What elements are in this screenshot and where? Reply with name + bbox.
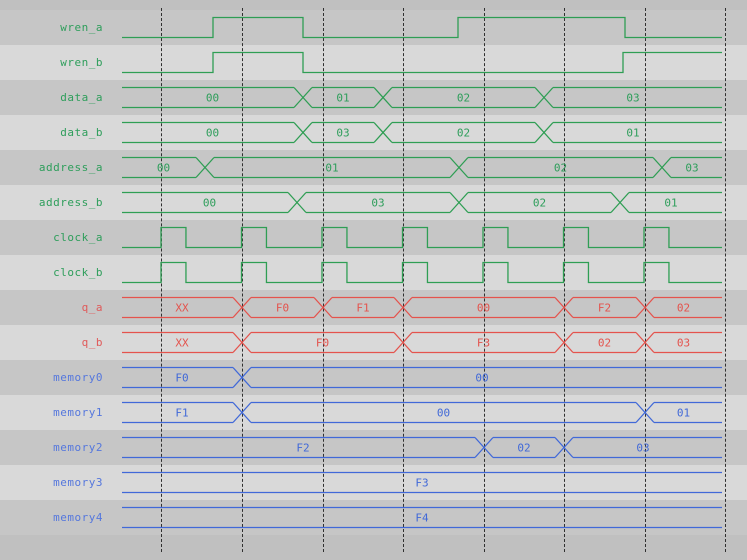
time-gridline-0 [161,8,162,552]
bus-value-data_b-3: 01 [626,126,640,139]
signal-label-address_b: address_b [38,195,103,209]
bus-value-memory1-1: 00 [436,406,451,419]
bus-value-address_a-3: 03 [685,161,699,174]
signal-row-memory2[interactable] [0,430,747,465]
signal-row-memory4[interactable] [0,500,747,535]
signal-label-wren_a: wren_a [60,20,103,34]
time-gridline-5 [564,8,565,552]
bus-value-q_b-4: 03 [676,336,691,349]
bus-value-data_b-2: 02 [456,126,471,139]
bus-value-memory1-0: F1 [175,406,189,419]
bus-value-memory2-0: F2 [296,441,310,454]
signal-row-wren_a[interactable] [0,10,747,45]
bus-value-memory3-0: F3 [415,476,429,489]
bus-value-address_b-3: 01 [664,196,678,209]
bus-value-data_a-2: 02 [456,91,471,104]
time-gridline-6 [645,8,646,552]
bus-value-q_b-1: F0 [315,336,330,349]
signal-label-q_b: q_b [81,335,103,349]
signal-row-memory3[interactable] [0,465,747,500]
bus-value-address_b-0: 00 [202,196,217,209]
signal-row-address_a[interactable] [0,150,747,185]
bus-value-q_a-4: F2 [597,301,612,314]
bus-value-address_b-1: 03 [371,196,385,209]
bus-value-q_b-0: XX [175,336,189,349]
bus-value-memory2-1: 02 [517,441,531,454]
signal-label-clock_b: clock_b [53,265,103,279]
signal-row-clock_a[interactable] [0,220,747,255]
bus-value-address_b-2: 02 [532,196,547,209]
bus-value-address_a-2: 02 [553,161,568,174]
bus-value-q_b-3: 02 [597,336,612,349]
bus-value-data_a-3: 03 [626,91,640,104]
bus-value-q_a-1: F0 [275,301,290,314]
signal-label-memory2: memory2 [53,440,103,454]
bus-value-address_a-0: 00 [156,161,171,174]
bus-value-memory2-2: 03 [636,441,650,454]
time-gridline-7 [725,8,726,552]
time-gridline-2 [323,8,324,552]
signal-label-memory3: memory3 [53,475,103,489]
bus-value-q_b-2: F3 [476,336,491,349]
time-gridline-4 [484,8,485,552]
bus-value-memory0-0: F0 [175,371,189,384]
signal-label-wren_b: wren_b [60,55,103,69]
bus-value-memory4-0: F4 [415,511,429,524]
signal-label-memory4: memory4 [53,510,103,524]
signal-row-q_b[interactable] [0,325,747,360]
bus-value-data_b-0: 00 [205,126,220,139]
bus-value-q_a-5: 02 [676,301,691,314]
signal-row-clock_b[interactable] [0,255,747,290]
signal-label-memory1: memory1 [53,405,103,419]
time-gridline-1 [242,8,243,552]
bus-value-memory0-1: 00 [475,371,489,384]
signal-row-wren_b[interactable] [0,45,747,80]
bus-value-data_b-1: 03 [336,126,350,139]
signal-row-q_a[interactable] [0,290,747,325]
bus-value-address_a-1: 01 [325,161,339,174]
signal-row-memory0[interactable] [0,360,747,395]
signal-label-q_a: q_a [81,300,103,314]
bus-value-data_a-1: 01 [336,91,350,104]
bus-value-data_a-0: 00 [205,91,220,104]
bus-value-q_a-0: XX [175,301,189,314]
bus-value-q_a-2: F1 [356,301,370,314]
signal-label-clock_a: clock_a [53,230,103,244]
signal-label-memory0: memory0 [53,370,103,384]
signal-row-memory1[interactable] [0,395,747,430]
signal-label-data_b: data_b [60,125,103,139]
signal-label-data_a: data_a [60,90,103,104]
time-gridline-3 [403,8,404,552]
bus-value-memory1-2: 01 [676,406,691,419]
bus-value-q_a-3: 00 [476,301,491,314]
signal-label-address_a: address_a [38,160,103,174]
